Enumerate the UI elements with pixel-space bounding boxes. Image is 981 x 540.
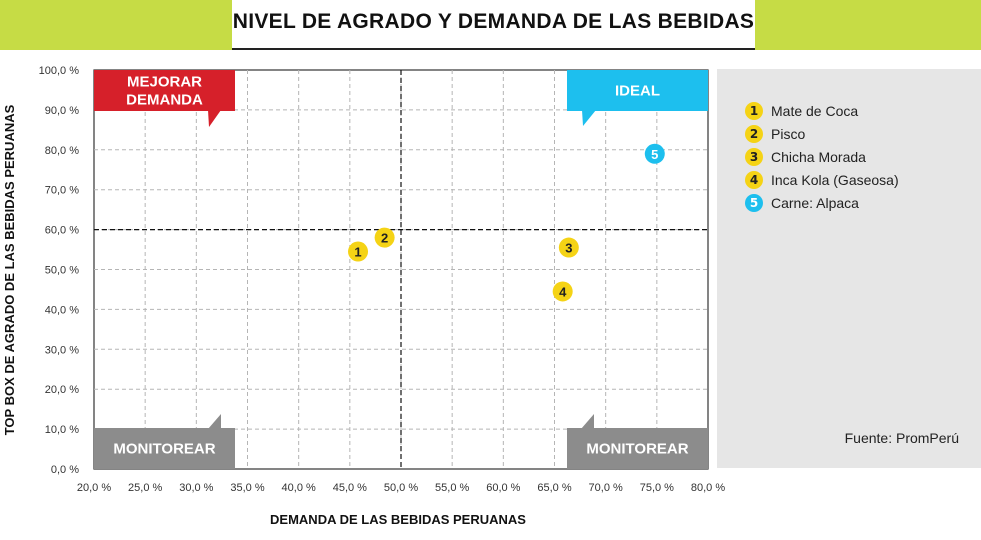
x-tick-label: 75,0 %: [640, 482, 674, 494]
data-point: 5: [644, 143, 665, 164]
quadrant-ideal: IDEAL: [567, 70, 708, 126]
y-tick-label: 10,0 %: [45, 424, 79, 436]
quadrant-ideal-pointer: [582, 110, 596, 126]
quadrant-monitorear-right-box: [567, 428, 708, 469]
data-point-marker: [558, 237, 579, 258]
quadrant-monitorear-left-label: MONITOREAR: [113, 441, 215, 458]
y-tick-label: 40,0 %: [45, 304, 79, 316]
y-tick-label: 50,0 %: [45, 265, 79, 277]
y-tick-label: 90,0 %: [45, 105, 79, 117]
y-tick-label: 60,0 %: [45, 225, 79, 237]
data-point-marker: [348, 241, 369, 262]
legend-item: 5 Carne: Alpaca: [745, 193, 859, 213]
x-axis-title: DEMANDA DE LAS BEBIDAS PERUANAS: [270, 512, 526, 527]
legend-label: Inca Kola (Gaseosa): [771, 172, 899, 188]
data-point-marker: [552, 281, 573, 302]
data-point: 2: [374, 227, 395, 248]
x-tick-label: 25,0 %: [128, 482, 162, 494]
quadrant-mejorar-demanda-box: [94, 70, 235, 111]
legend-marker: 4: [745, 171, 763, 189]
data-point-label: 5: [651, 147, 658, 162]
data-point-marker: [644, 143, 665, 164]
y-tick-label: 70,0 %: [45, 185, 79, 197]
quadrant-monitorear-left: MONITOREAR: [94, 414, 235, 469]
x-tick-label: 40,0 %: [282, 482, 316, 494]
x-tick-label: 60,0 %: [486, 482, 520, 494]
quadrant-monitorear-right-label: MONITOREAR: [586, 441, 688, 458]
data-point-label: 3: [565, 241, 572, 256]
x-tick-label: 20,0 %: [77, 482, 111, 494]
data-point: 3: [558, 237, 579, 258]
y-axis-title: TOP BOX DE AGRADO DE LAS BEBIDAS PERUANA…: [2, 104, 17, 435]
x-tick-label: 50,0 %: [384, 482, 418, 494]
x-tick-label: 30,0 %: [179, 482, 213, 494]
quadrant-mejorar-demanda-label: DEMANDA: [126, 92, 203, 109]
quadrant-monitorear-right: MONITOREAR: [567, 414, 708, 469]
legend-marker: 3: [745, 148, 763, 166]
legend-marker: 2: [745, 125, 763, 143]
title-box: NIVEL DE AGRADO Y DEMANDA DE LAS BEBIDAS: [232, 0, 755, 50]
legend-label: Chicha Morada: [771, 149, 866, 165]
legend-marker: 5: [745, 194, 763, 212]
quadrant-monitorear-left-box: [94, 428, 235, 469]
quadrant-mejorar-demanda-pointer: [208, 110, 221, 127]
x-tick-label: 70,0 %: [589, 482, 623, 494]
x-tick-label: 45,0 %: [333, 482, 367, 494]
legend-label: Mate de Coca: [771, 103, 859, 119]
legend-label: Pisco: [771, 126, 806, 142]
y-tick-label: 0,0 %: [51, 464, 79, 476]
data-point-label: 4: [559, 284, 567, 299]
legend-label: Carne: Alpaca: [771, 195, 859, 211]
x-tick-label: 55,0 %: [435, 482, 469, 494]
data-point: 1: [348, 241, 369, 262]
data-point: 4: [552, 281, 573, 302]
legend-item: 1 Mate de Coca: [745, 101, 858, 121]
quadrant-mejorar-demanda-label: MEJORAR: [127, 74, 202, 91]
quadrant-monitorear-right-pointer: [581, 414, 594, 429]
quadrant-monitorear-left-pointer: [208, 414, 221, 429]
y-tick-label: 30,0 %: [45, 344, 79, 356]
y-tick-label: 80,0 %: [45, 145, 79, 157]
quadrant-ideal-box: [567, 70, 708, 111]
data-point-label: 2: [381, 231, 388, 246]
source-note: Fuente: PromPerú: [844, 430, 959, 446]
legend-item: 3 Chicha Morada: [745, 147, 866, 167]
y-tick-label: 100,0 %: [39, 65, 80, 77]
legend-panel: 1 Mate de Coca 2 Pisco 3 Chicha Morada 4 Inca K…: [717, 69, 981, 468]
y-tick-label: 20,0 %: [45, 384, 79, 396]
data-point-label: 1: [354, 245, 361, 260]
legend-item: 2 Pisco: [745, 124, 805, 144]
legend-item: 4 Inca Kola (Gaseosa): [745, 170, 899, 190]
x-tick-label: 35,0 %: [230, 482, 264, 494]
data-point-marker: [374, 227, 395, 248]
x-tick-label: 65,0 %: [537, 482, 571, 494]
legend-marker: 1: [745, 102, 763, 120]
chart-title: NIVEL DE AGRADO Y DEMANDA DE LAS BEBIDAS: [232, 10, 755, 33]
x-tick-label: 80,0 %: [691, 482, 725, 494]
quadrant-ideal-label: IDEAL: [615, 83, 660, 100]
